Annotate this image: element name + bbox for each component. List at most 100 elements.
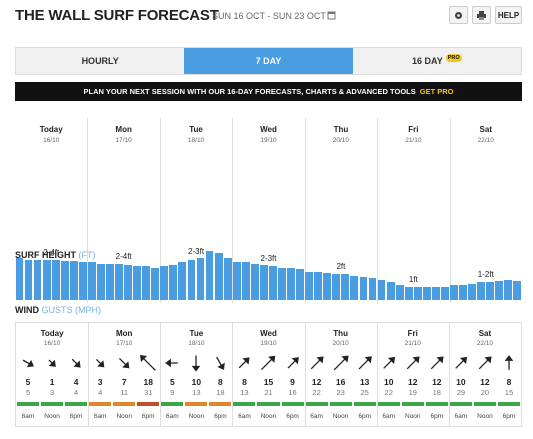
time-label: 6am (310, 413, 323, 420)
banner-text: PLAN YOUR NEXT SESSION WITH OUR 16-DAY F… (83, 87, 416, 96)
surf-label: 2-4ft (43, 247, 60, 257)
banner[interactable]: PLAN YOUR NEXT SESSION WITH OUR 16-DAY F… (15, 82, 522, 101)
wind-arrow-cell (504, 355, 514, 370)
wind-arrow (287, 357, 299, 369)
tab[interactable]: HOURLY (16, 48, 184, 74)
date-range: SUN 16 OCT - SUN 23 OCT (212, 11, 326, 21)
rating-bar (137, 402, 160, 406)
rating-bar (401, 402, 424, 406)
time-label: Noon (332, 413, 349, 420)
surf-bar (377, 279, 386, 300)
day-date: 18/10 (188, 340, 205, 347)
surf-bar (269, 266, 277, 300)
surf-bar (359, 277, 368, 300)
wind-speed: 8 (242, 377, 247, 387)
wind-gust: 13 (192, 388, 201, 397)
rating-bar (377, 402, 400, 406)
surf-bar (51, 259, 60, 300)
day-date: 22/10 (477, 137, 494, 144)
rating-bar (185, 402, 208, 406)
rating-bar (41, 402, 64, 406)
surf-bar (332, 274, 341, 300)
tab-label: 16 DAY (412, 56, 443, 66)
day-name: Today (39, 125, 63, 134)
day-date: 16/10 (43, 340, 61, 347)
wind-arrow-cell (455, 356, 467, 369)
time-label: 6am (238, 413, 251, 420)
wind-table: Today 16/10 5 5 6am 1 3 Noon 4 4 6pm Mon 17/10 3 4 6am 7… (15, 322, 522, 427)
time-label: 6pm (430, 413, 444, 420)
day-name: Wed (260, 329, 277, 338)
wind-speed: 4 (73, 377, 79, 387)
surf-label: 2-3ft (188, 246, 205, 256)
wind-gust: 13 (240, 388, 249, 397)
surf-bar (441, 286, 449, 300)
day-separator (159, 118, 161, 303)
time-label: Noon (405, 413, 421, 420)
wind-speed: 15 (263, 377, 274, 387)
wind-speed: 1 (49, 377, 55, 387)
surf-bar (395, 285, 404, 300)
wind-speed: 13 (359, 377, 370, 387)
wind-title: WIND GUSTS (MPH) (15, 305, 101, 315)
day-name: Sat (478, 329, 492, 338)
surf-bar (42, 259, 51, 300)
surf-bar (350, 275, 359, 300)
wind-gust: 4 (74, 388, 79, 397)
wind-arrow-cell (48, 359, 56, 367)
day-separator (377, 118, 379, 303)
print-button[interactable] (472, 6, 491, 24)
time-label: 6am (21, 413, 35, 420)
tab[interactable]: 7 DAY (184, 48, 353, 74)
rating-bar (17, 402, 40, 406)
wind-arrow (358, 356, 372, 370)
wind-speed: 5 (25, 377, 31, 387)
time-label: Noon (260, 413, 277, 420)
settings-button[interactable] (449, 6, 468, 24)
tab[interactable]: 16 DAY PRO (353, 48, 521, 74)
surf-label: 2-3ft (260, 253, 277, 263)
surf-bar (96, 263, 105, 300)
time-label: 6pm (141, 413, 155, 420)
help-button[interactable]: HELP (495, 6, 522, 24)
tab-label: 7 DAY (255, 56, 282, 66)
surf-bar (314, 271, 323, 300)
wind-speed: 12 (408, 377, 418, 387)
wind-arrow-cell (382, 356, 395, 369)
day-separator (304, 118, 306, 303)
day-date: 17/10 (115, 137, 132, 144)
wind-arrow (96, 358, 105, 368)
wind-arrow (165, 358, 179, 368)
surf-bar (477, 282, 486, 300)
wind-speed: 12 (480, 377, 490, 387)
surf-bar (241, 262, 250, 300)
wind-speed: 12 (432, 377, 442, 387)
surf-bar (151, 267, 160, 300)
banner-link[interactable]: GET PRO (419, 87, 454, 96)
surf-bar (259, 264, 268, 300)
rating-bar (329, 402, 352, 406)
surf-bar (24, 259, 33, 300)
time-label: Noon (44, 413, 60, 420)
surf-bar (78, 262, 87, 300)
surf-bar (368, 278, 377, 300)
surf-bar (323, 273, 332, 300)
wind-arrow (478, 356, 492, 370)
wind-arrow-cell (239, 357, 251, 369)
wind-gust: 29 (456, 388, 466, 397)
rating-bar (473, 402, 496, 406)
surf-bar (495, 281, 504, 300)
wind-gust: 18 (216, 388, 225, 397)
surf-bar (305, 271, 314, 300)
day-date: 17/10 (116, 340, 133, 347)
wind-arrow (140, 354, 157, 371)
time-label: Noon (116, 413, 132, 420)
surf-bar (404, 286, 413, 300)
surf-bar (513, 281, 522, 300)
wind-arrow (430, 356, 444, 370)
wind-arrow-cell (406, 356, 420, 370)
rating-bar (113, 402, 136, 406)
day-separator (87, 118, 89, 303)
wind-gust: 16 (288, 388, 297, 397)
wind-arrow (261, 355, 276, 371)
